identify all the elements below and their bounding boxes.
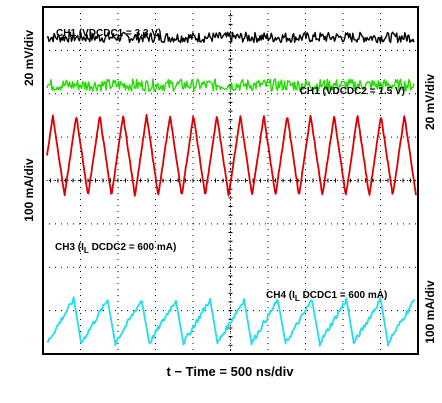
traces	[46, 31, 417, 347]
ch4-label: CH4 (IL DCDC1 = 600 mA)	[266, 290, 387, 303]
trace-ch4	[46, 296, 416, 347]
ch3-label-prefix: CH3 (I	[55, 242, 84, 253]
ch3-label-suffix: DCDC2 = 600 mA)	[89, 242, 177, 253]
ch4-scale-label: 100 mA/div	[423, 280, 437, 344]
trace-ch1_top	[46, 31, 415, 44]
ch1-scale-label: 20 mV/div	[22, 30, 36, 86]
ch3-scale-label: 100 mA/div	[22, 158, 36, 222]
ch2-scale-label: 20 mV/div	[423, 74, 437, 130]
ch4-label-sub: L	[295, 294, 300, 303]
ch3-label-sub: L	[84, 246, 89, 255]
ch1-label: CH1 (VDCDC1 = 3.3 V)	[56, 28, 161, 39]
ch4-label-suffix: DCDC1 = 600 mA)	[300, 290, 388, 301]
trace-ch2	[46, 78, 415, 92]
ch4-label-prefix: CH4 (I	[266, 290, 295, 301]
ch3-label: CH3 (IL DCDC2 = 600 mA)	[55, 242, 176, 255]
trace-ch3	[46, 113, 417, 197]
x-axis-label: t − Time = 500 ns/div	[167, 364, 295, 379]
ch2-label: CH1 (VDCDC2 = 1.5 V)	[300, 86, 405, 97]
